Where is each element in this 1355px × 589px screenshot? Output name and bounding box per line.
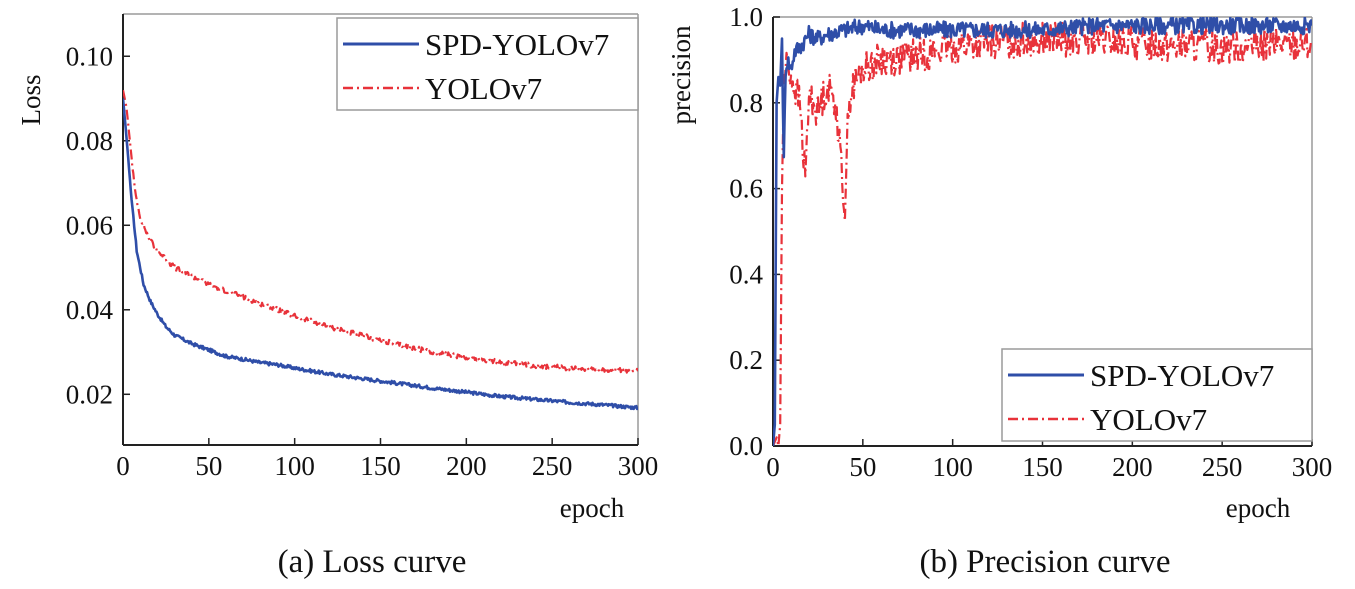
x-tick-label: 100 bbox=[274, 451, 315, 481]
legend: SPD-YOLOv7 YOLOv7 bbox=[1001, 348, 1313, 442]
y-tick-label: 0.08 bbox=[66, 126, 113, 156]
y-tick-label: 0.2 bbox=[729, 345, 763, 375]
series-line-yolov7 bbox=[773, 21, 1312, 446]
x-tick-label: 50 bbox=[849, 452, 876, 482]
y-axis-label: Loss bbox=[16, 74, 46, 125]
legend-label: YOLOv7 bbox=[425, 71, 542, 106]
plot-area bbox=[773, 17, 1312, 446]
y-tick-label: 0.6 bbox=[729, 174, 763, 204]
x-tick-label: 0 bbox=[766, 452, 780, 482]
legend-label: SPD-YOLOv7 bbox=[425, 27, 609, 62]
y-axis-label: precision bbox=[666, 25, 696, 124]
y-tick-label: 0.04 bbox=[66, 295, 114, 325]
x-tick-label: 300 bbox=[1292, 452, 1333, 482]
legend-label: SPD-YOLOv7 bbox=[1090, 358, 1274, 393]
y-tick-label: 0.0 bbox=[729, 431, 763, 461]
y-tick-label: 0.8 bbox=[729, 88, 763, 118]
series-line-spd-yolov7 bbox=[773, 17, 1312, 446]
legend-box bbox=[1001, 348, 1313, 442]
y-tick-label: 1.0 bbox=[729, 2, 763, 32]
x-tick-label: 200 bbox=[1112, 452, 1153, 482]
chart-caption: (b) Precision curve bbox=[919, 544, 1170, 580]
chart-caption: (a) Loss curve bbox=[278, 544, 467, 580]
x-tick-label: 300 bbox=[618, 451, 659, 481]
x-tick-label: 50 bbox=[195, 451, 222, 481]
x-tick-label: 150 bbox=[1022, 452, 1063, 482]
precision-chart: 0 50 100 150 200 250 300 0.0 0.2 0.4 0.6 0.8 1.0 epoc… bbox=[666, 2, 1332, 580]
y-tick-label: 0.10 bbox=[66, 41, 113, 71]
legend-label: YOLOv7 bbox=[1090, 402, 1207, 437]
x-tick-label: 200 bbox=[446, 451, 487, 481]
legend-box bbox=[336, 17, 639, 111]
series-line-yolov7 bbox=[123, 89, 638, 374]
series-line-spd-yolov7 bbox=[123, 98, 638, 411]
y-tick-label: 0.06 bbox=[66, 210, 113, 240]
y-tick-label: 0.02 bbox=[66, 379, 113, 409]
x-tick-label: 0 bbox=[116, 451, 130, 481]
x-tick-label: 250 bbox=[1202, 452, 1243, 482]
x-axis-label: epoch bbox=[1226, 493, 1291, 523]
x-tick-label: 150 bbox=[360, 451, 401, 481]
legend: SPD-YOLOv7 YOLOv7 bbox=[336, 17, 639, 111]
x-tick-label: 250 bbox=[532, 451, 573, 481]
y-tick-label: 0.4 bbox=[729, 259, 763, 289]
plot-area bbox=[123, 89, 638, 411]
x-tick-label: 100 bbox=[932, 452, 973, 482]
loss-chart: 0 50 100 150 200 250 300 0.02 0.04 0.06 0.08 0.10 ep… bbox=[16, 13, 659, 580]
x-axis-label: epoch bbox=[560, 493, 625, 523]
